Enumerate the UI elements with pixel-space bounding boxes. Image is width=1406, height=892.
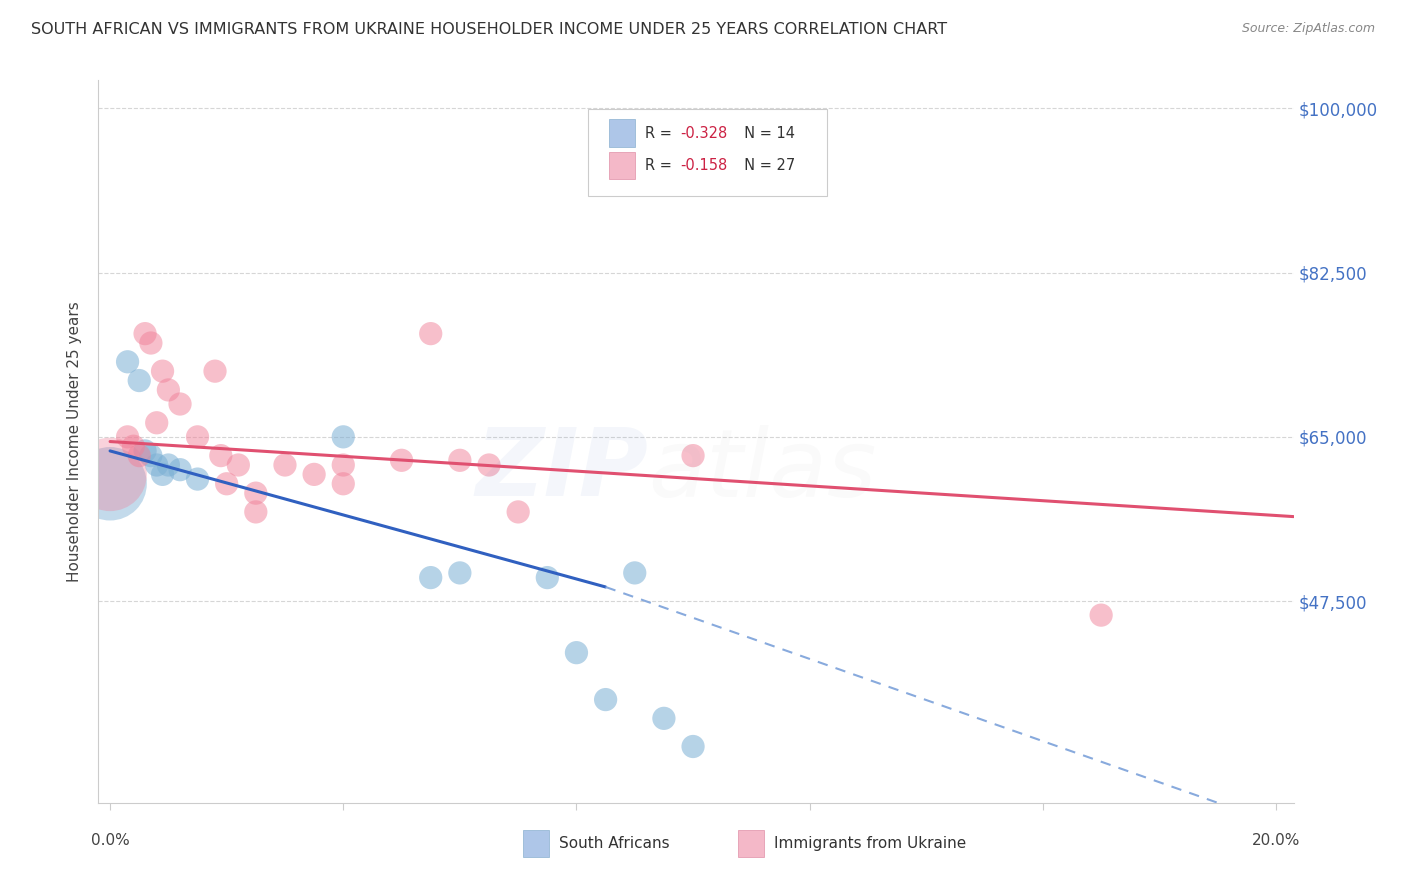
Point [209, 449, 232, 463]
FancyBboxPatch shape [589, 109, 827, 196]
Point [117, 430, 139, 444]
Point [122, 439, 145, 453]
Point [169, 397, 191, 411]
Text: atlas: atlas [648, 425, 876, 516]
Point [186, 430, 208, 444]
Point [204, 364, 226, 378]
Point [215, 476, 238, 491]
Point [157, 458, 180, 472]
Point [134, 444, 156, 458]
Point [98, 476, 121, 491]
Point [186, 472, 208, 486]
Text: Source: ZipAtlas.com: Source: ZipAtlas.com [1241, 22, 1375, 36]
Point [391, 453, 413, 467]
Point [274, 458, 297, 472]
Text: -0.158: -0.158 [681, 158, 728, 173]
Point [228, 458, 250, 472]
Point [134, 326, 156, 341]
Point [157, 383, 180, 397]
Point [139, 449, 162, 463]
Text: R =: R = [644, 126, 676, 141]
Point [128, 449, 150, 463]
Y-axis label: Householder Income Under 25 years: Householder Income Under 25 years [66, 301, 82, 582]
Text: SOUTH AFRICAN VS IMMIGRANTS FROM UKRAINE HOUSEHOLDER INCOME UNDER 25 YEARS CORRE: SOUTH AFRICAN VS IMMIGRANTS FROM UKRAINE… [31, 22, 948, 37]
Point [419, 326, 441, 341]
Text: 0.0%: 0.0% [91, 833, 129, 848]
Point [98, 467, 121, 482]
Bar [609, 152, 636, 179]
Point [128, 374, 150, 388]
Point [449, 566, 471, 580]
Point [565, 646, 588, 660]
Point [332, 430, 354, 444]
Point [682, 449, 704, 463]
Point [245, 486, 267, 500]
Text: Immigrants from Ukraine: Immigrants from Ukraine [773, 836, 966, 851]
Bar [738, 830, 763, 857]
Point [332, 458, 354, 472]
Point [139, 336, 162, 351]
Point [245, 505, 267, 519]
Point [595, 692, 617, 706]
Point [145, 416, 167, 430]
Point [1090, 608, 1112, 623]
Bar [523, 830, 548, 857]
Point [682, 739, 704, 754]
Point [152, 467, 174, 482]
Text: N = 27: N = 27 [735, 158, 796, 173]
Point [478, 458, 501, 472]
Point [302, 467, 325, 482]
Text: N = 14: N = 14 [735, 126, 796, 141]
Point [152, 364, 174, 378]
Point [623, 566, 645, 580]
Point [449, 453, 471, 467]
Point [169, 463, 191, 477]
Text: R =: R = [644, 158, 676, 173]
Bar [609, 120, 636, 147]
Point [117, 355, 139, 369]
Text: -0.328: -0.328 [681, 126, 728, 141]
Point [332, 476, 354, 491]
Text: 20.0%: 20.0% [1251, 833, 1301, 848]
Point [419, 571, 441, 585]
Point [652, 711, 675, 725]
Point [536, 571, 558, 585]
Point [508, 505, 530, 519]
Point [145, 458, 167, 472]
Text: South Africans: South Africans [558, 836, 669, 851]
Text: ZIP: ZIP [475, 425, 648, 516]
